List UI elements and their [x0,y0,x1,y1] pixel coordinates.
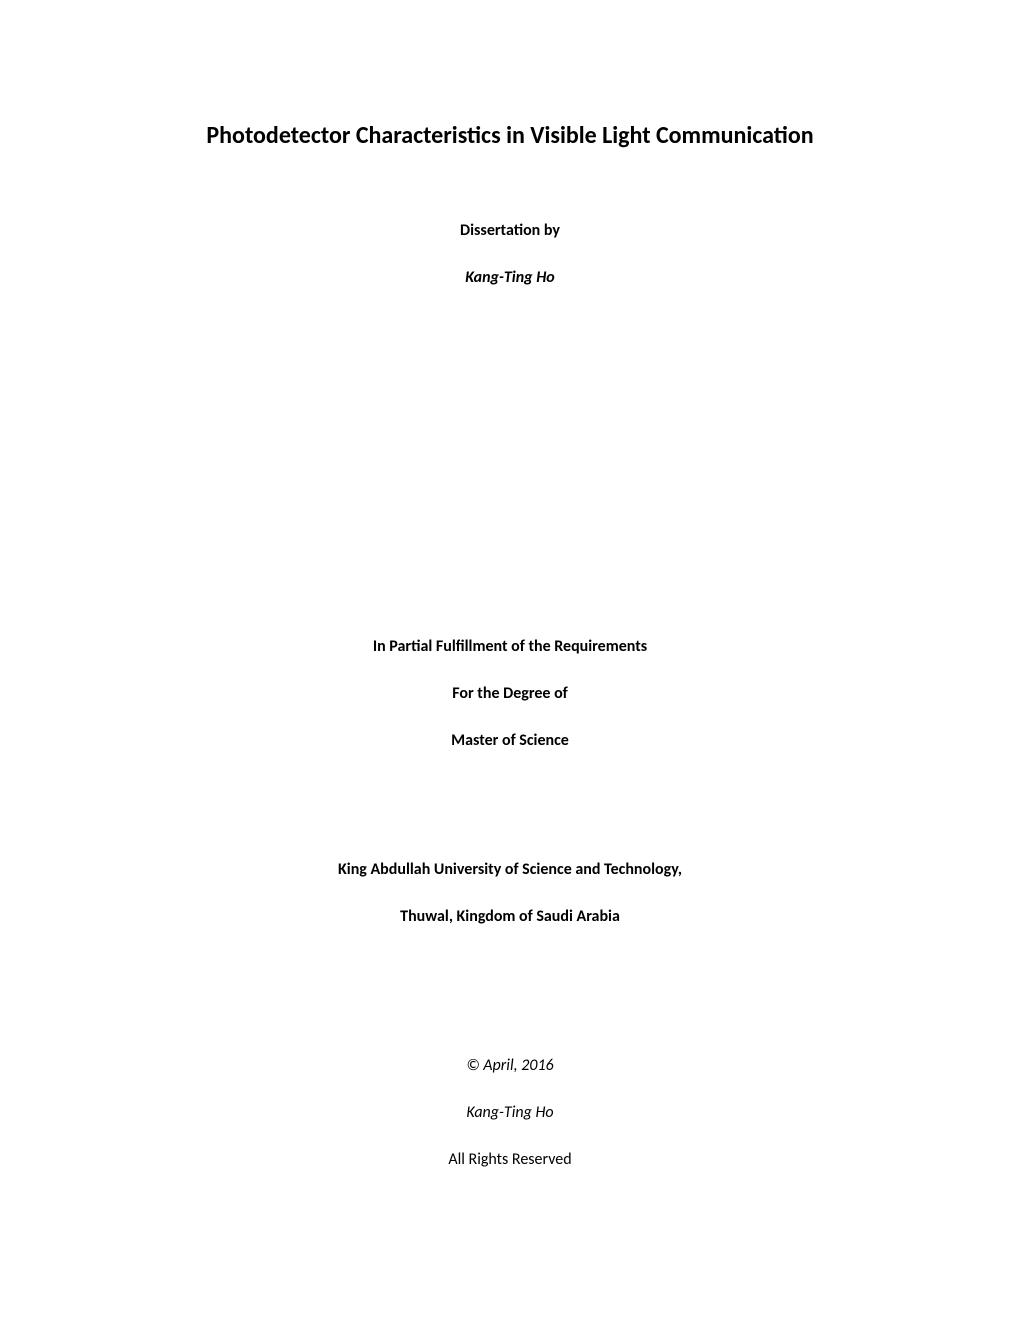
degree-name: Master of Science [120,731,900,750]
author-name: Kang-Ting Ho [120,268,900,287]
rights-reserved: All Rights Reserved [120,1150,900,1169]
location-text: Thuwal, Kingdom of Saudi Arabia [120,907,900,926]
fulfillment-text: In Partial Fulfillment of the Requiremen… [120,637,900,656]
university-name: King Abdullah University of Science and … [120,860,900,879]
title-page: Photodetector Characteristics in Visible… [120,120,900,1240]
document-title: Photodetector Characteristics in Visible… [120,120,900,151]
copyright-author: Kang-Ting Ho [120,1103,900,1122]
degree-label: For the Degree of [120,684,900,703]
dissertation-by-label: Dissertation by [120,221,900,240]
copyright-date: © April, 2016 [120,1056,900,1075]
